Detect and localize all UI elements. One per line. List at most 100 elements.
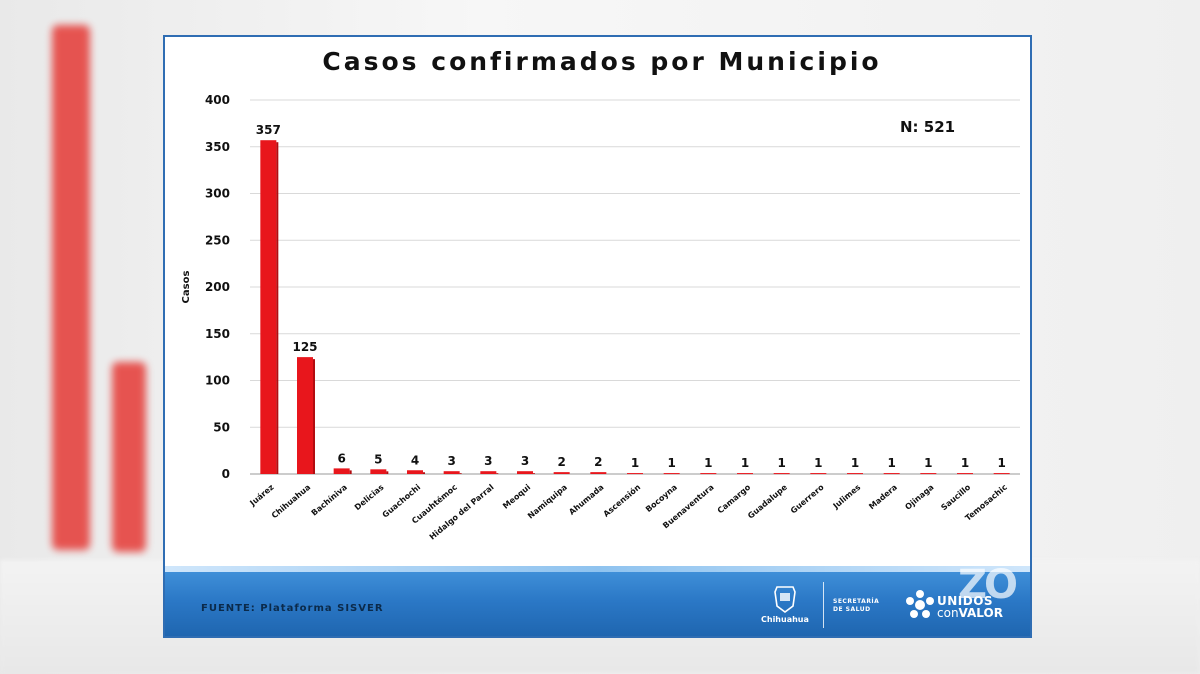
y-axis-ticks: 0 50 100 150 200 250 300 350 400 — [205, 93, 230, 481]
y-tick-label: 300 — [205, 187, 230, 201]
bar-shadow — [459, 473, 462, 474]
chart-title: Casos confirmados por Municipio — [322, 47, 881, 76]
bar-shadow — [276, 142, 279, 474]
bar — [627, 473, 643, 475]
value-label: 1 — [777, 456, 785, 470]
x-category-label: Ojinaga — [903, 483, 935, 512]
total-annotation: N: 521 — [900, 118, 955, 136]
bar — [443, 471, 460, 474]
x-category-label: Hidalgo del Parral — [428, 482, 496, 541]
bar — [517, 471, 533, 474]
chihuahua-logo-text: Chihuahua — [761, 615, 809, 624]
x-category-label: Ahumada — [567, 483, 605, 517]
value-label: 1 — [667, 456, 675, 470]
bar-shadow — [386, 471, 389, 474]
value-label: 357 — [256, 123, 281, 137]
watermark-logo: ZO — [958, 562, 1018, 608]
background-bar-blur — [52, 25, 90, 550]
y-tick-label: 250 — [205, 233, 230, 247]
x-category-label: Guerrero — [789, 482, 826, 515]
y-tick-label: 200 — [205, 280, 230, 294]
value-label: 1 — [961, 456, 969, 470]
bars — [260, 140, 1010, 475]
x-category-label: Bocoyna — [644, 483, 679, 514]
x-category-label: Saucillo — [939, 482, 972, 512]
value-label: 1 — [704, 456, 712, 470]
con-text: con — [937, 606, 959, 620]
footer-wave — [165, 566, 1030, 572]
y-tick-label: 150 — [205, 327, 230, 341]
x-category-label: Ascensión — [601, 482, 643, 519]
x-category-label: Meoqui — [501, 482, 532, 510]
x-category-label: Madera — [867, 483, 899, 512]
salud-line2: DE SALUD — [833, 606, 871, 613]
footer-band: FUENTE: Plataforma SISVER Chihuahua SECR… — [165, 572, 1030, 636]
y-tick-label: 0 — [222, 467, 230, 481]
bar-shadow — [349, 470, 352, 474]
bar — [773, 473, 790, 475]
value-label: 1 — [924, 456, 932, 470]
bar-shadow — [423, 472, 425, 474]
x-category-label: Bachíniva — [310, 483, 349, 518]
x-category-label: Camargo — [716, 482, 753, 515]
bar — [260, 140, 277, 474]
secretaria-salud-logo: SECRETARÍA DE SALUD — [833, 598, 879, 614]
x-category-label: Namiquipa — [526, 483, 569, 521]
bar — [590, 472, 607, 474]
x-category-label: Juárez — [248, 482, 276, 508]
y-tick-label: 100 — [205, 374, 230, 388]
value-label: 125 — [292, 340, 317, 354]
value-label: 1 — [814, 456, 822, 470]
bar — [847, 473, 863, 475]
bar — [957, 473, 973, 475]
x-category-label: Delicias — [353, 482, 386, 512]
chart-slide: Casos confirmados por Municipio 0 50 100 15… — [163, 35, 1032, 638]
logo-divider — [823, 582, 824, 628]
value-label: 2 — [557, 455, 565, 469]
value-label: 3 — [521, 454, 529, 468]
bar — [663, 473, 680, 475]
unidos-star-icon — [906, 590, 934, 618]
bar-chart: Casos confirmados por Municipio 05010015… — [181, 47, 1020, 542]
y-tick-label: 350 — [205, 140, 230, 154]
y-tick-label: 400 — [205, 93, 230, 107]
value-label: 2 — [594, 455, 602, 469]
value-label: 5 — [374, 452, 382, 466]
bar-shadow — [496, 473, 499, 474]
gridlines — [250, 99, 1020, 475]
value-label: 3 — [447, 454, 455, 468]
bar — [737, 473, 753, 475]
x-category-label: Chihuahua — [270, 483, 312, 521]
x-category-label: Julimes — [831, 482, 863, 511]
value-label: 3 — [484, 454, 492, 468]
bar — [480, 471, 497, 474]
background-bar-blur — [112, 362, 146, 552]
bar-shadow — [533, 473, 535, 474]
value-label: 1 — [997, 456, 1005, 470]
source-note: FUENTE: Plataforma SISVER — [201, 603, 384, 614]
bar — [407, 470, 423, 474]
value-label: 1 — [631, 456, 639, 470]
valor-text: VALOR — [958, 606, 1003, 620]
bar — [920, 473, 937, 475]
bar-shadow — [313, 359, 315, 474]
value-label: 6 — [337, 451, 345, 465]
bar — [553, 472, 570, 474]
y-axis-label: Casos — [181, 271, 192, 304]
value-label: 4 — [411, 453, 419, 467]
value-label: 1 — [741, 456, 749, 470]
bar — [810, 473, 827, 475]
value-label: 1 — [851, 456, 859, 470]
value-labels: 357 125 6 5 4 3 3 3 2 2 1 1 1 1 1 1 1 1 1 1 1 — [256, 123, 1006, 470]
bar — [333, 468, 350, 474]
bar — [297, 357, 313, 474]
salud-line1: SECRETARÍA — [833, 598, 880, 605]
bar — [700, 473, 717, 475]
chihuahua-shield-icon — [774, 586, 796, 613]
unidos-logo-text: UNIDOS — [937, 594, 994, 608]
bar — [993, 473, 1010, 475]
bar — [370, 469, 387, 474]
convalor-logo-text: conVALOR — [937, 606, 1003, 620]
x-category-label: Guadalupe — [746, 482, 789, 520]
